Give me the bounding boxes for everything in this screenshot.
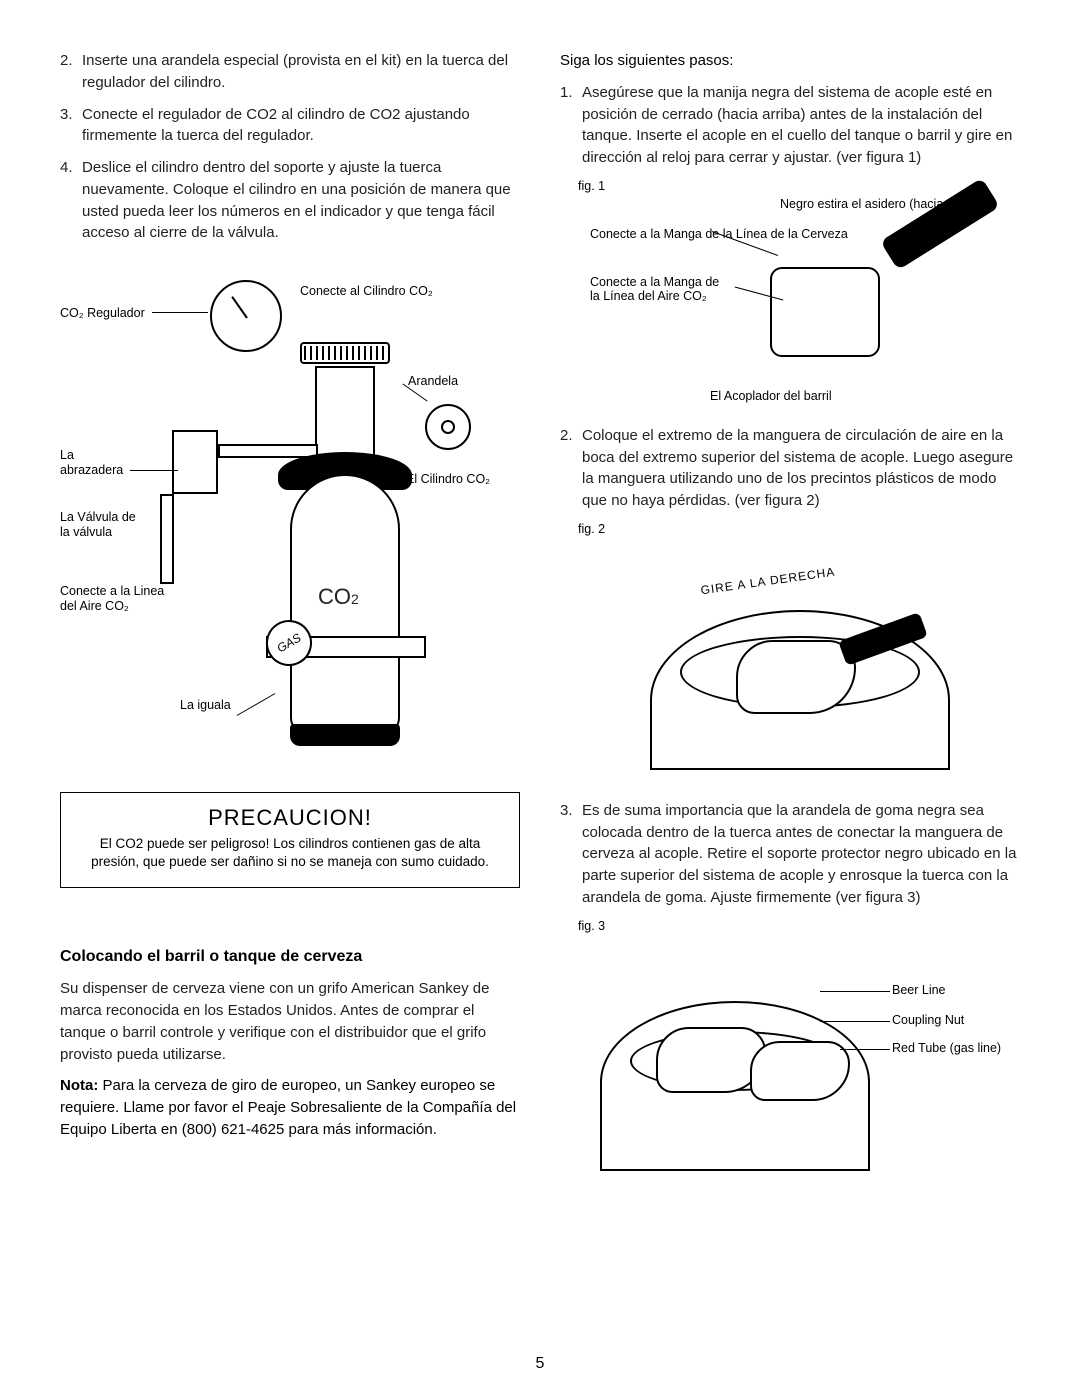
fig3-beer-label: Beer Line <box>892 983 946 997</box>
section-paragraph: Su dispenser de cerveza viene con un gri… <box>60 978 520 1065</box>
leader-line-icon <box>374 480 406 481</box>
regulator-label: CO₂ Regulador <box>60 306 145 321</box>
left-step-2: 2. Inserte una arandela especial (provis… <box>60 50 520 94</box>
section-title: Colocando el barril o tanque de cerveza <box>60 948 520 966</box>
intro-text: Siga los siguientes pasos: <box>560 50 1020 72</box>
fig1-label: fig. 1 <box>578 179 1020 193</box>
step-text: Inserte una arandela especial (provista … <box>82 50 520 94</box>
left-step-4: 4. Deslice el cilindro dentro del soport… <box>60 157 520 244</box>
airline-label: Conecte a la Linea del Aire CO₂ <box>60 584 164 614</box>
step-text: Coloque el extremo de la manguera de cir… <box>582 425 1020 512</box>
right-step-1: 1. Asegúrese que la manija negra del sis… <box>560 82 1020 169</box>
leader-line-icon <box>237 693 276 716</box>
shut-valve-icon <box>172 430 218 494</box>
step-number: 2. <box>60 50 82 94</box>
step-number: 1. <box>560 82 582 169</box>
arandela-label: Arandela <box>408 374 458 389</box>
step-number: 4. <box>60 157 82 244</box>
fig1-coupler-label: El Acoplador del barril <box>710 389 832 403</box>
step-text: Asegúrese que la manija negra del sistem… <box>582 82 1020 169</box>
fig3-label: fig. 3 <box>578 919 1020 933</box>
iguala-label: La iguala <box>180 698 231 713</box>
fig1-air-label: Conecte a la Manga de la Línea del Aire … <box>590 275 719 303</box>
step-text: Conecte el regulador de CO2 al cilindro … <box>82 104 520 148</box>
cylinder-base-icon <box>290 724 400 746</box>
left-step-3: 3. Conecte el regulador de CO2 al cilind… <box>60 104 520 148</box>
fig3-red-label: Red Tube (gas line) <box>892 1041 1001 1055</box>
nota-block: Nota: Para la cerveza de giro de europeo… <box>60 1075 520 1140</box>
leader-line-icon <box>152 312 208 313</box>
nota-text: Para la cerveza de giro de europeo, un S… <box>60 1077 516 1138</box>
right-step-2: 2. Coloque el extremo de la manguera de … <box>560 425 1020 512</box>
caution-box: PRECAUCION! El CO2 puede ser peligroso! … <box>60 792 520 888</box>
page-number: 5 <box>0 1355 1080 1373</box>
step-number: 3. <box>60 104 82 148</box>
leader-line-icon <box>820 1021 890 1022</box>
co2-diagram: GAS CO2 CO₂ Regulador Conecte al Cilindr… <box>60 274 520 784</box>
nota-label: Nota: <box>60 1077 98 1094</box>
washer-icon <box>425 404 471 450</box>
hand-icon <box>750 1041 850 1101</box>
step-text: Deslice el cilindro dentro del soporte y… <box>82 157 520 244</box>
step-number: 2. <box>560 425 582 512</box>
co2-cylinder-label: CO2 <box>318 584 359 610</box>
gas-label: GAS <box>275 631 304 656</box>
valve-body-icon <box>315 366 375 456</box>
leader-line-icon <box>840 1049 890 1050</box>
right-step-3: 3. Es de suma importancia que la arandel… <box>560 800 1020 909</box>
fig2-label: fig. 2 <box>578 522 1020 536</box>
fig2-arc-label: GIRE A LA DERECHA <box>700 564 836 597</box>
valvula-label: La Válvula de la válvula <box>60 510 136 540</box>
gauge-icon <box>210 280 282 352</box>
step-text: Es de suma importancia que la arandela d… <box>582 800 1020 909</box>
left-column: 2. Inserte una arandela especial (provis… <box>60 50 520 1181</box>
leader-line-icon <box>130 470 178 471</box>
valve-handle-icon <box>300 342 390 364</box>
leader-line-icon <box>820 991 890 992</box>
right-column: Siga los siguientes pasos: 1. Asegúrese … <box>560 50 1020 1181</box>
caution-title: PRECAUCION! <box>77 805 503 831</box>
shut-handle-icon <box>160 494 174 584</box>
figure-2: GIRE A LA DERECHA <box>560 540 1020 770</box>
coupler-body-icon <box>770 267 880 357</box>
figure-3: Beer Line Coupling Nut Red Tube (gas lin… <box>560 941 1020 1181</box>
abrazadera-label: La abrazadera <box>60 448 123 478</box>
fig3-nut-label: Coupling Nut <box>892 1013 964 1027</box>
cilindro-label: El Cilindro CO₂ <box>406 472 490 487</box>
figure-1: Negro estira el asidero (hacia arriba) C… <box>560 197 1020 417</box>
connect-cylinder-label: Conecte al Cilindro CO₂ <box>300 284 433 299</box>
step-number: 3. <box>560 800 582 909</box>
hand-icon <box>736 640 856 714</box>
caution-text: El CO2 puede ser peligroso! Los cilindro… <box>77 835 503 871</box>
